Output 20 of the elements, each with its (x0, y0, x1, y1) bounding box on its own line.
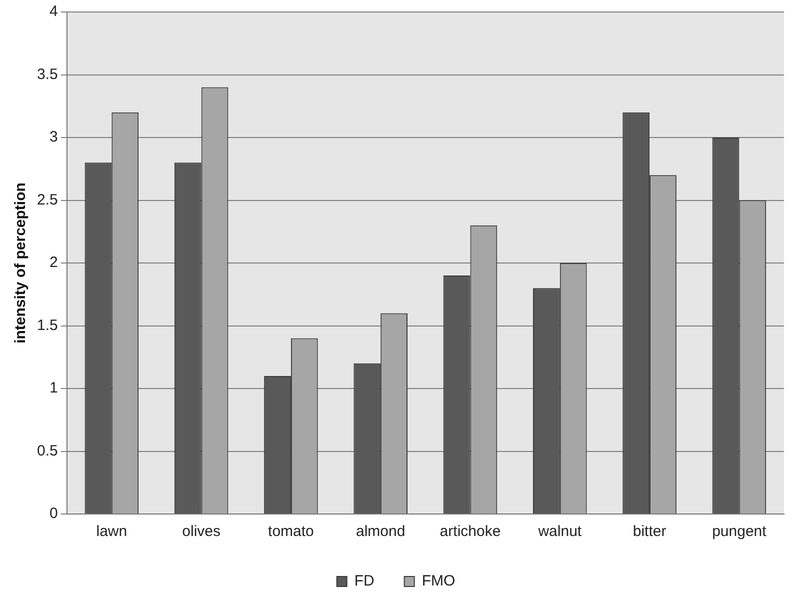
y-tick-label: 3 (50, 128, 58, 146)
y-tick-label: 2 (50, 254, 58, 272)
y-tick-label: 4 (50, 3, 58, 20)
y-tick-label: 0.5 (36, 442, 58, 460)
y-axis-title: intensity of perception (12, 182, 30, 344)
x-tick-label: walnut (537, 523, 582, 540)
y-tick-label: 3.5 (36, 66, 58, 83)
x-tick-label: tomato (268, 523, 314, 540)
x-tick-label: bitter (632, 523, 666, 540)
legend-label: FMO (422, 572, 456, 590)
x-tick-label: artichoke (440, 523, 501, 540)
y-tick-label: 1 (50, 380, 58, 397)
y-tick-label: 0 (50, 505, 58, 522)
y-tick-label: 2.5 (36, 191, 58, 208)
y-tick-label: 1.5 (36, 316, 58, 334)
x-tick-label: pungent (712, 523, 768, 540)
x-tick-label: almond (356, 523, 406, 540)
x-tick-label: olives (182, 523, 220, 540)
x-tick-label: lawn (96, 523, 128, 540)
legend-label: FD (354, 572, 374, 590)
